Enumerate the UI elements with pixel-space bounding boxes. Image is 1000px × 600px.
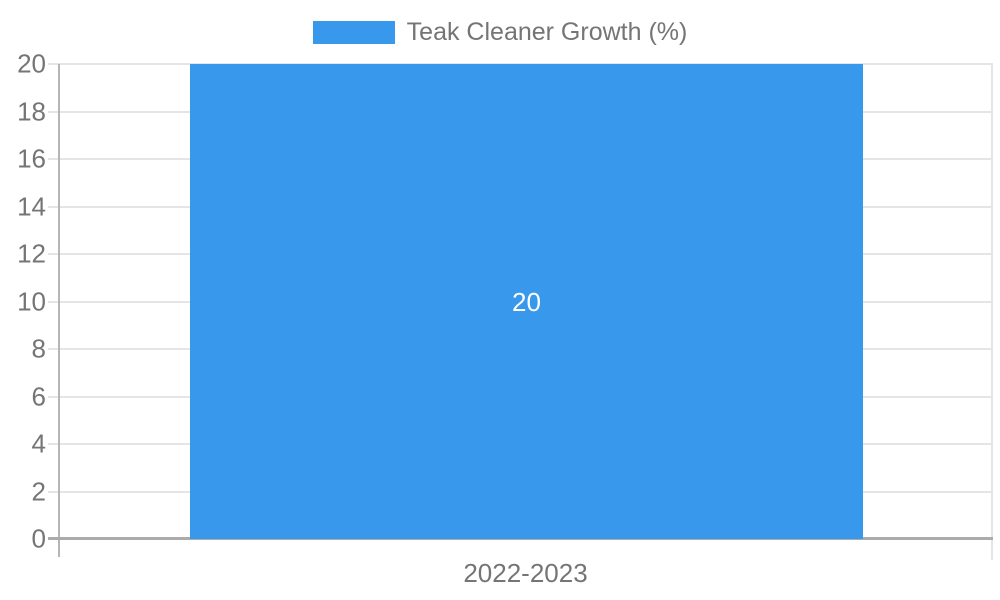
y-tick-label: 18 [17,95,46,126]
y-tick-label: 20 [17,48,46,79]
y-tick-label: 4 [31,428,46,459]
x-category-label: 2022-2023 [463,558,588,588]
bar-value-label: 20 [512,286,541,317]
y-tick-label: 6 [31,380,46,411]
y-tick-label: 10 [17,285,46,316]
plot-area: 20 [48,63,993,560]
y-tick-label: 16 [17,143,46,174]
legend-label: Teak Cleaner Growth (%) [406,18,688,46]
y-tick-label: 8 [31,333,46,364]
y-axis-line [58,64,60,557]
y-tick-label: 12 [17,238,46,269]
legend-swatch [312,21,395,44]
bar: 20 [190,64,863,539]
plot-right-edge-line [991,64,993,560]
y-tick-label: 0 [31,523,46,554]
y-tick-label: 14 [17,190,46,221]
y-tick-label: 2 [31,475,46,506]
legend: Teak Cleaner Growth (%) [0,20,1000,45]
